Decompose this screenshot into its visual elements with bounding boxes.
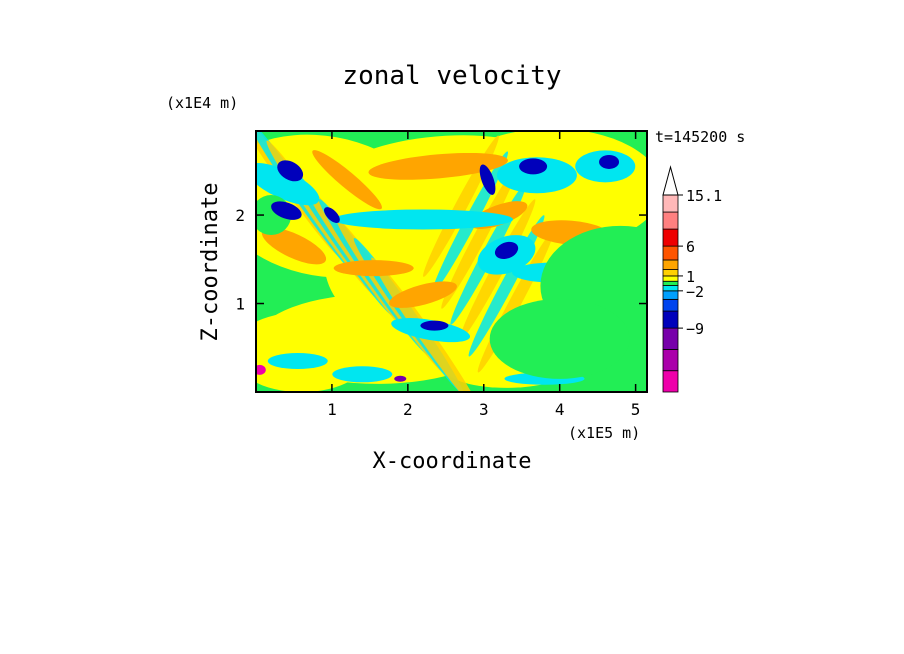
colorbar-label: 6 [686,238,695,256]
colorbar-swatch [662,194,679,213]
contour-field [256,131,647,392]
colorbar-swatch [662,269,679,277]
colorbar-label: 15.1 [686,187,722,205]
contour-patch [333,209,514,230]
contour-patch [256,364,266,375]
colorbar-swatch [662,245,679,261]
colorbar-swatch [662,259,679,270]
contour-patch [420,320,449,331]
contour-patch [312,150,382,210]
x-axis: 1 2 3 4 5 [327,131,640,419]
contour-patch [368,152,508,180]
contour-patch [267,353,328,370]
contour-patch [332,366,393,383]
colorbar-swatch [662,298,679,312]
x-tick-label: 5 [631,400,641,419]
colorbar-label: −9 [686,320,704,338]
contour-patch [389,281,457,308]
colorbar-swatch [662,285,679,292]
y-unit-label: (x1E4 m) [166,94,238,112]
contour-patch [261,227,327,265]
contour-patch [494,241,519,260]
x-unit-label: (x1E5 m) [568,424,640,442]
x-tick-label: 1 [327,400,337,419]
x-axis-label: X-coordinate [373,449,532,474]
contour-patch [277,160,304,182]
chart-title: zonal velocity [342,61,561,91]
y-tick-label: 2 [235,206,245,225]
colorbar-swatch [662,290,679,300]
colorbar-swatch [662,327,679,350]
contour-patch [256,162,320,206]
plot-frame [255,130,648,393]
time-label: t=145200 s [655,128,745,146]
x-tick-label: 3 [479,400,489,419]
colorbar-swatch [662,228,679,247]
contour-patch [599,154,620,169]
colorbar-label: 1 [686,268,695,286]
y-axis: 12 [235,206,647,314]
colorbar-swatch [662,280,679,286]
contour-patch [565,176,646,237]
contour-patch [519,158,548,175]
x-tick-label: 2 [403,400,413,419]
colorbar-swatch [662,349,679,372]
colorbar: 15.1 6 1−2 −9 [662,165,722,393]
colorbar-swatch [662,275,679,282]
colorbar-swatch [662,211,679,230]
contour-patch [333,260,414,277]
colorbar-swatch [662,370,679,393]
contour-patch [324,207,340,223]
y-axis-label: Z-coordinate [198,183,223,342]
colorbar-extend-arrow [662,165,679,196]
contour-patch [479,164,496,195]
contour-patch [441,167,518,309]
colorbar-label: −2 [686,283,704,301]
plot-area [256,131,647,392]
contour-patch [489,298,630,379]
contour-patch [271,201,302,220]
contour-patch [496,157,577,194]
y-tick-label: 1 [235,295,245,314]
x-tick-label: 4 [555,400,565,419]
contour-patch [394,375,407,382]
colorbar-swatch [662,310,679,329]
